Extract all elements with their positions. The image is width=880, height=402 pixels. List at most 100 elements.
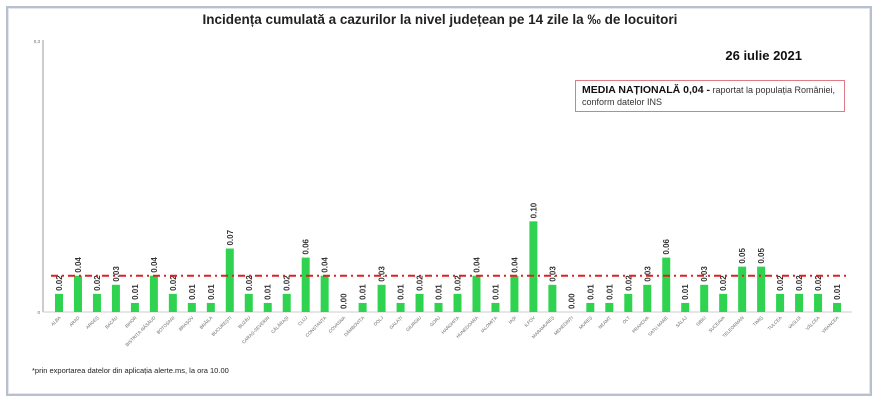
value-label: 0.02 (719, 275, 728, 291)
category-label: OLT (622, 315, 632, 325)
category-label: CLUJ (297, 315, 309, 327)
value-label: 0.01 (605, 284, 614, 300)
category-label: COVASNA (327, 315, 346, 334)
category-label: ILFOV (523, 315, 536, 328)
category-label: BRĂILA (198, 314, 214, 330)
value-label: 0.01 (681, 284, 690, 300)
value-label: 0.05 (738, 248, 747, 264)
bar (263, 302, 272, 312)
bar (168, 293, 177, 312)
category-label: MEHEDINȚI (553, 315, 574, 336)
bar (92, 293, 101, 312)
value-label: 0.01 (359, 284, 368, 300)
y-tick-label: 0,3 (34, 39, 41, 44)
bar (833, 302, 842, 312)
bar (814, 293, 823, 312)
bar (529, 221, 538, 312)
bar (681, 302, 690, 312)
bar (320, 275, 329, 312)
category-label: HARGHITA (440, 315, 460, 335)
bar (757, 266, 766, 312)
category-label: SATU MARE (647, 315, 669, 337)
value-label: 0.04 (472, 257, 481, 273)
legend-text: raportat la populația României, conform … (582, 85, 836, 107)
category-label: BUCUREȘTI (211, 315, 233, 337)
bar (548, 284, 557, 312)
chart-frame (6, 6, 872, 396)
category-label: GALAȚI (388, 315, 403, 330)
bar (396, 302, 405, 312)
value-label: 0.01 (188, 284, 197, 300)
category-label: BISTRIȚA-NĂSĂUD (124, 314, 157, 347)
value-label: 0.00 (340, 293, 349, 309)
value-label: 0.06 (302, 238, 311, 254)
bar (510, 275, 519, 312)
value-label: 0.01 (397, 284, 406, 300)
category-label: CĂLĂRAȘI (269, 314, 289, 334)
value-label: 0.02 (454, 275, 463, 291)
value-label: 0.02 (55, 275, 64, 291)
value-label: 0.02 (416, 275, 425, 291)
category-label: GIURGIU (405, 315, 422, 332)
value-label: 0.01 (435, 284, 444, 300)
category-label: DOLJ (373, 315, 385, 327)
chart-title: Incidența cumulată a cazurilor la nivel … (202, 12, 678, 27)
bar (206, 302, 215, 312)
category-label: BIHOR (124, 315, 138, 329)
category-label: ALBA (50, 315, 62, 327)
category-label: BRAȘOV (178, 315, 195, 332)
bar (453, 293, 462, 312)
value-label: 0.10 (529, 202, 538, 218)
bar (130, 302, 139, 312)
value-label: 0.06 (662, 238, 671, 254)
y-tick-label: 0 (37, 310, 40, 315)
value-label: 0.02 (624, 275, 633, 291)
value-label: 0.01 (264, 284, 273, 300)
category-label: SĂLAJ (674, 314, 688, 328)
bar (643, 284, 652, 312)
value-label: 0.01 (131, 284, 140, 300)
bar (624, 293, 633, 312)
value-label: 0.01 (833, 284, 842, 300)
bar (795, 293, 804, 312)
category-label: SUCEAVA (708, 315, 726, 333)
bar (111, 284, 120, 312)
bar (225, 248, 234, 312)
bar (434, 302, 443, 312)
bar (187, 302, 196, 312)
value-label: 0.03 (378, 266, 387, 282)
bar (55, 293, 63, 312)
category-label: VASLUI (787, 315, 802, 330)
value-label: 0.02 (245, 275, 254, 291)
value-label: 0.04 (150, 257, 159, 273)
value-label: 0.03 (548, 266, 557, 282)
category-label: BACĂU (103, 314, 118, 329)
value-label: 0.02 (169, 275, 178, 291)
bar (244, 293, 253, 312)
category-label: BUZĂU (236, 314, 251, 329)
bar (73, 275, 82, 312)
footnote: *prin exportarea datelor din aplicația a… (32, 366, 229, 375)
value-label: 0.05 (757, 248, 766, 264)
category-label: IAȘI (508, 315, 518, 325)
value-label: 0.01 (207, 284, 216, 300)
bar (586, 302, 595, 312)
category-label: VRANCEA (821, 315, 840, 334)
bar (282, 293, 291, 312)
category-label: SIBIU (695, 315, 707, 327)
category-label: ARAD (68, 315, 81, 328)
bar (358, 302, 367, 312)
category-label: GORJ (429, 315, 441, 327)
category-label: DÂMBOVIȚA (342, 314, 365, 337)
bar (776, 293, 785, 312)
value-label: 0.00 (567, 293, 576, 309)
value-label: 0.03 (700, 266, 709, 282)
national-average-legend: MEDIA NAȚIONALĂ 0,04 - raportat la popul… (575, 80, 845, 112)
value-label: 0.04 (321, 257, 330, 273)
category-label: MUREȘ (578, 315, 593, 330)
bar (491, 302, 500, 312)
bar (719, 293, 728, 312)
value-label: 0.02 (283, 275, 292, 291)
